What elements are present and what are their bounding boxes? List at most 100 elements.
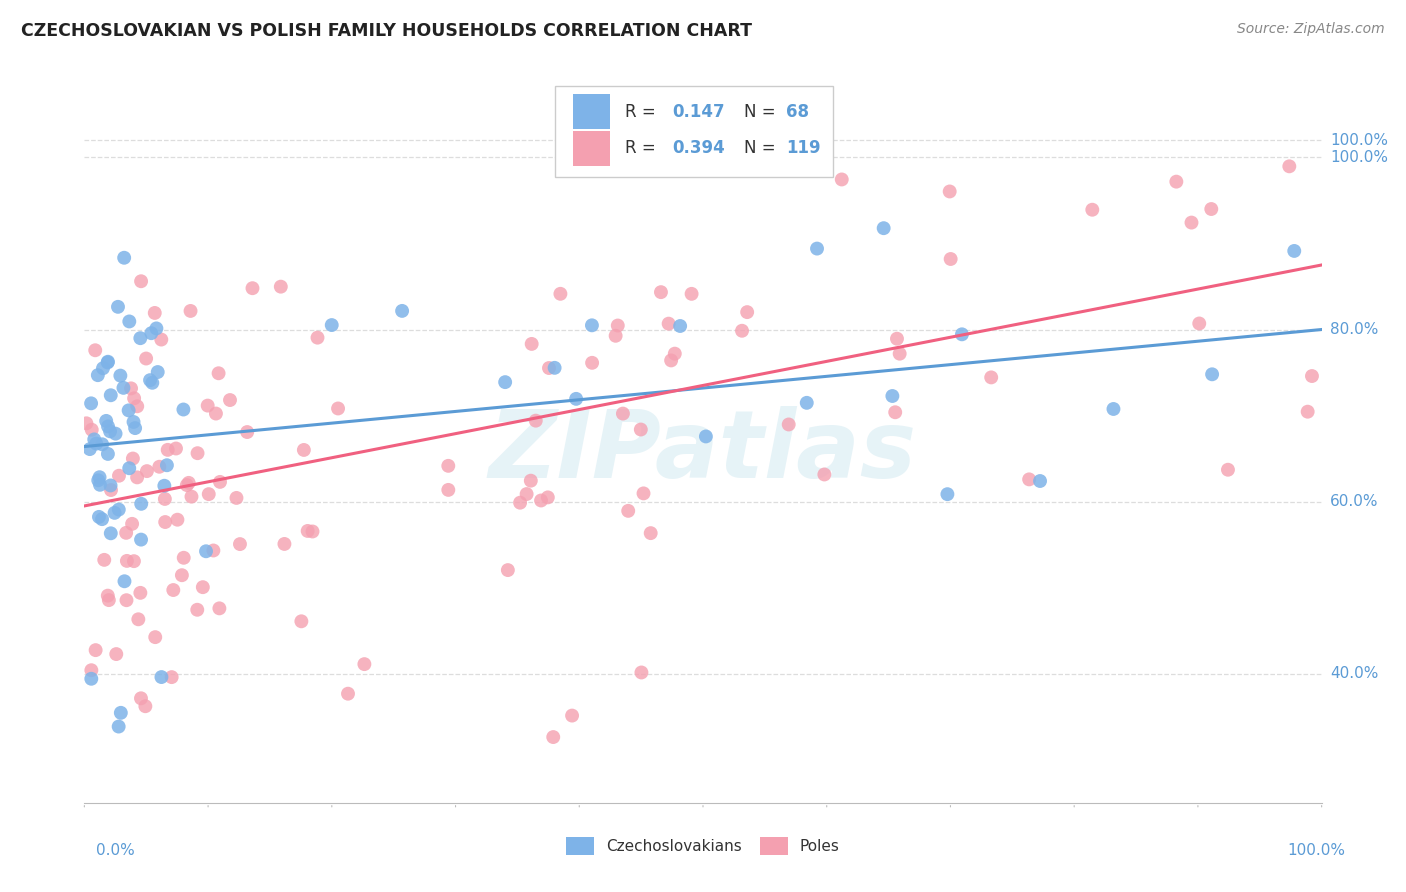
Point [89,477,111,491]
Point [337,687,360,701]
Point [778,417,800,432]
Point [681,286,703,301]
Point [695,429,717,443]
Point [669,318,692,333]
Point [437,458,460,473]
Point [273,537,295,551]
Point [97,355,120,369]
Point [520,337,543,351]
Point [122,451,145,466]
Point [112,381,135,395]
Point [1216,463,1239,477]
Text: 0.394: 0.394 [672,139,725,157]
Point [640,526,662,541]
Point [156,442,179,457]
Point [96,414,118,428]
Point [150,670,173,684]
Point [153,515,176,529]
Text: R =: R = [626,139,661,157]
Point [80,663,103,677]
Point [160,670,183,684]
Point [121,516,143,531]
Point [100,478,122,492]
Point [1180,216,1202,230]
Text: 40.0%: 40.0% [1330,666,1378,681]
Point [93,553,115,567]
Point [87,473,110,487]
Point [115,554,138,568]
Point [208,601,231,615]
Point [148,459,170,474]
Point [170,568,193,582]
Point [806,242,828,256]
Point [84,643,107,657]
Point [205,407,228,421]
Point [87,509,110,524]
Point [115,525,138,540]
Point [831,172,853,186]
Point [307,331,329,345]
Point [110,706,132,720]
Point [1278,159,1301,173]
Point [219,392,242,407]
Point [242,281,264,295]
Point [581,318,603,333]
Text: 100.0%: 100.0% [1330,133,1388,148]
Point [156,458,179,473]
Point [180,304,202,318]
Point [127,470,149,484]
Point [297,524,319,538]
Point [1018,472,1040,486]
Point [153,479,176,493]
Point [496,563,519,577]
Point [1102,401,1125,416]
Point [120,381,142,395]
Point [939,252,962,266]
Point [118,461,141,475]
Point [437,483,460,497]
Point [565,392,588,406]
Point [80,423,103,437]
Point [187,446,209,460]
Point [872,221,894,235]
Point [1296,405,1319,419]
Point [91,437,114,451]
Point [270,279,292,293]
Point [127,399,149,413]
Point [1201,368,1223,382]
Point [321,318,343,332]
Point [494,375,516,389]
Point [520,474,543,488]
Text: N =: N = [744,103,780,120]
Point [143,306,166,320]
Point [122,554,145,568]
Point [950,327,973,342]
Point [612,407,634,421]
Point [236,425,259,439]
Point [650,285,672,300]
Point [100,388,122,402]
Point [150,333,173,347]
Point [1188,317,1211,331]
Point [114,574,136,589]
Point [145,321,167,335]
Point [884,405,907,419]
Point [100,483,122,497]
Point [118,314,141,328]
Text: 0.147: 0.147 [672,103,724,120]
Text: ZIPatlas: ZIPatlas [489,406,917,498]
Point [197,399,219,413]
Point [107,720,129,734]
Point [1081,202,1104,217]
Point [537,491,560,505]
Point [129,533,152,547]
FancyBboxPatch shape [554,86,832,178]
Point [117,403,139,417]
FancyBboxPatch shape [574,94,610,129]
Point [186,603,208,617]
Point [135,464,157,478]
Point [135,351,157,366]
Point [353,657,375,672]
Point [129,691,152,706]
Point [191,580,214,594]
